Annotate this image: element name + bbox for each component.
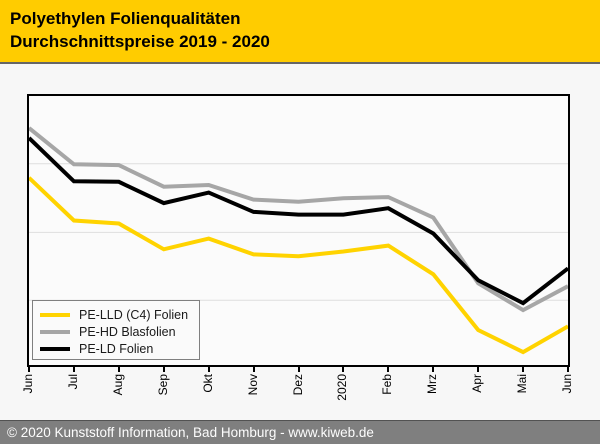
legend-swatch-icon [40,312,70,317]
legend-swatch-icon [40,329,70,334]
x-axis-tick [117,367,120,372]
chart-header: Polyethylen Folienqualitäten Durchschnit… [0,0,600,64]
x-axis-tick [432,367,435,372]
line-chart-svg [29,126,568,355]
x-axis-tick [567,367,569,372]
legend-label: PE-HD Blasfolien [79,324,176,339]
legend-label: PE-LD Folien [79,341,154,356]
legend-item: PE-LLD (C4) Folien [40,306,199,323]
x-axis-tick [162,367,165,372]
chart-title-line1: Polyethylen Folienqualitäten [10,9,241,28]
x-axis-label: Mai [515,374,530,394]
x-axis-tick [28,367,30,372]
x-axis-label: Jun [560,374,574,394]
x-axis-label: Sep [155,374,170,396]
footer-bar: © 2020 Kunststoff Information, Bad Hombu… [0,420,600,444]
x-axis-label: Nov [245,374,260,396]
x-axis-label: Aug [110,374,125,396]
legend-item: PE-LD Folien [40,340,199,357]
x-axis-tick [342,367,345,372]
series-line-pe-ld-folien [29,136,568,306]
series-line-pe-hd-blasfolien [29,126,568,313]
x-axis-label: Mrz [425,374,440,394]
legend: PE-LLD (C4) Folien PE-HD Blasfolien PE-LD … [32,300,200,360]
legend-item: PE-HD Blasfolien [40,323,199,340]
legend-swatch-icon [40,346,70,351]
x-axis-label: Jul [65,374,80,390]
x-axis-tick [297,367,300,372]
chart-title-line2: Durchschnittspreise 2019 - 2020 [10,32,270,51]
legend-label: PE-LLD (C4) Folien [79,307,189,322]
x-axis-tick [252,367,255,372]
x-axis-tick [207,367,210,372]
x-axis-label: Feb [380,374,395,395]
x-axis-label: Dez [290,374,305,396]
x-axis-tick [522,367,525,372]
x-axis-tick [72,367,75,372]
x-axis-tick [477,367,480,372]
series-line-pe-lld-c4-folien [29,176,568,355]
x-axis-label: Okt [200,374,215,393]
x-axis-label: Jun [21,374,35,394]
copyright-text: © 2020 Kunststoff Information, Bad Hombu… [7,425,374,440]
x-axis-tick [387,367,390,372]
x-axis-label: Apr [470,374,485,393]
x-axis-label: 2020 [335,374,350,401]
